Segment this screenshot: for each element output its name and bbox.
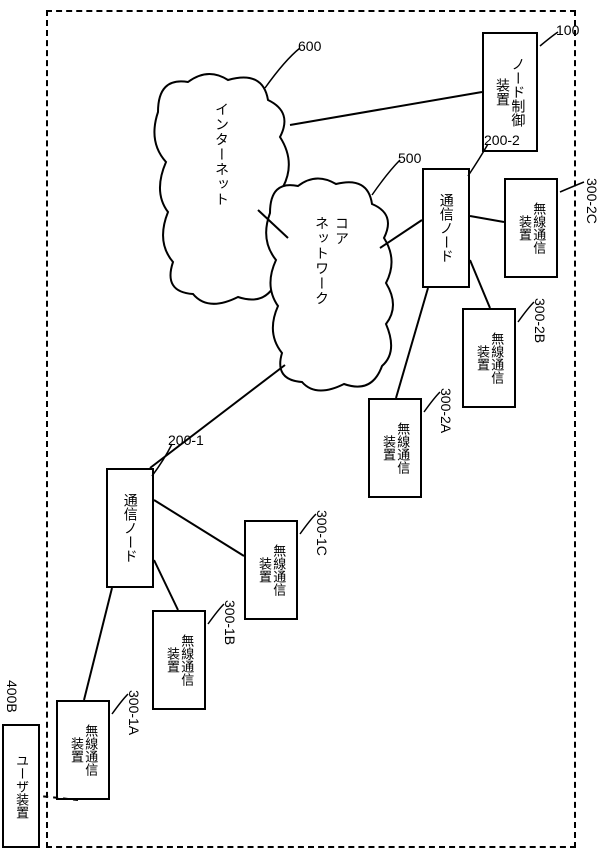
box-user-label: 400B xyxy=(4,680,20,713)
box-w2a: 無線通信 装置 xyxy=(368,398,422,498)
cloud-core-label: 500 xyxy=(398,150,421,166)
cloud-core-text: コア ネットワーク xyxy=(312,216,352,306)
box-w1a-label: 300-1A xyxy=(126,690,142,735)
box-cn2-label: 200-2 xyxy=(484,132,520,148)
box-w1b: 無線通信 装置 xyxy=(152,610,206,710)
cloud-internet-label: 600 xyxy=(298,38,321,54)
box-cn2: 通信ノード xyxy=(422,168,470,288)
box-cn1: 通信ノード xyxy=(106,468,154,588)
box-w1a: 無線通信 装置 xyxy=(56,700,110,800)
box-w2a-label: 300-2A xyxy=(438,388,454,433)
box-w2c: 無線通信 装置 xyxy=(504,178,558,278)
box-w2b-label: 300-2B xyxy=(532,298,548,343)
box-user: ユーザ装置 xyxy=(2,724,40,848)
diagram-canvas: 1B インターネット 600 コア ネットワーク 500 ノード制御 装置 10… xyxy=(0,0,614,858)
cloud-internet-text: インターネット xyxy=(212,102,232,207)
box-node-control-label: 100 xyxy=(556,22,579,38)
box-w2c-label: 300-2C xyxy=(584,178,600,224)
box-cn1-label: 200-1 xyxy=(168,432,204,448)
box-w1b-label: 300-1B xyxy=(222,600,238,645)
box-w1c: 無線通信 装置 xyxy=(244,520,298,620)
box-w2b: 無線通信 装置 xyxy=(462,308,516,408)
box-w1c-label: 300-1C xyxy=(314,510,330,556)
